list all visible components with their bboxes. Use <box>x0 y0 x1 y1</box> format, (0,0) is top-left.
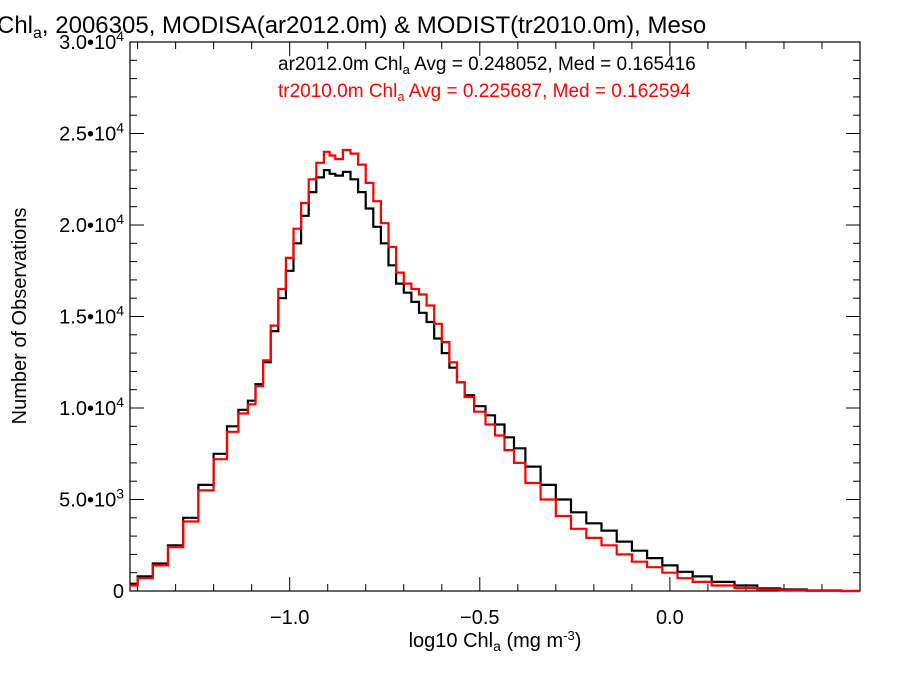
x-tick-label: −0.5 <box>460 607 499 629</box>
chart-title: Chla, 2006305, MODISA(ar2012.0m) & MODIS… <box>0 12 706 42</box>
y-tick-label: 3.0•104 <box>59 28 124 54</box>
y-tick-labels: 0 5.0•103 1.0•104 1.5•104 2.0•104 2.5•104 3.0•… <box>59 28 124 603</box>
series-red <box>130 148 860 593</box>
plot-frame <box>129 41 861 592</box>
y-tick-label: 0 <box>113 581 124 603</box>
series-black <box>130 169 860 593</box>
y-tick-label: 2.0•104 <box>59 211 124 237</box>
plot-frame-group <box>129 41 861 592</box>
title-subscript: a <box>33 25 42 42</box>
y-tick-label: 1.5•104 <box>59 303 124 329</box>
y-tick-label: 1.0•104 <box>59 394 124 420</box>
y-tick-label: 2.5•104 <box>59 120 124 146</box>
x-tick-labels: −1.0 −0.5 0.0 <box>270 607 684 629</box>
x-tick-label: −1.0 <box>270 607 309 629</box>
series-group <box>130 148 860 593</box>
legend-entry-black: ar2012.0m Chla Avg = 0.248052, Med = 0.1… <box>278 54 696 77</box>
y-tick-label: 5.0•103 <box>59 486 124 512</box>
title-rest: , 2006305, MODISA(ar2012.0m) & MODIST(tr… <box>42 12 706 39</box>
x-axis-label: log10 Chla (mg m-3) <box>409 628 582 655</box>
title-main: Chl <box>0 12 33 39</box>
legend-entry-red: tr2010.0m Chla Avg = 0.225687, Med = 0.1… <box>278 81 691 104</box>
x-tick-label: 0.0 <box>656 607 684 629</box>
y-axis-label: Number of Observations <box>9 208 31 425</box>
